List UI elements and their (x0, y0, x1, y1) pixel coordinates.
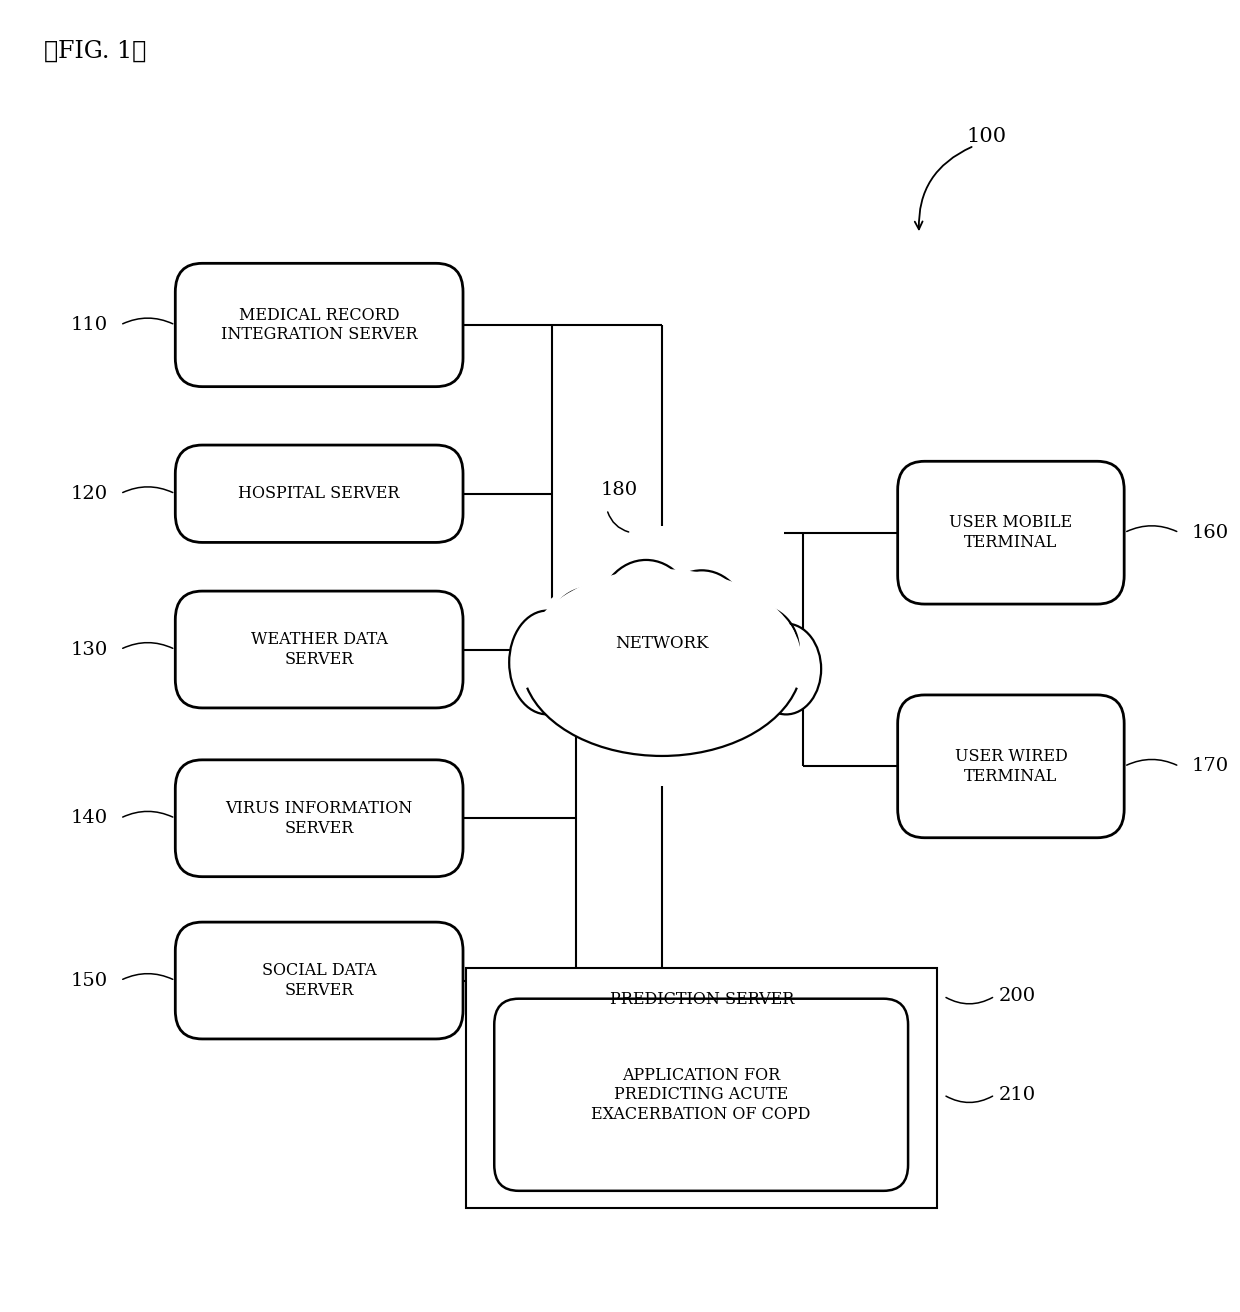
Ellipse shape (657, 571, 746, 669)
Ellipse shape (558, 656, 734, 747)
FancyBboxPatch shape (495, 998, 908, 1191)
Text: 120: 120 (71, 484, 108, 502)
Text: 200: 200 (998, 987, 1035, 1005)
Text: 140: 140 (71, 810, 108, 828)
Text: HOSPITAL SERVER: HOSPITAL SERVER (238, 485, 401, 502)
Ellipse shape (518, 565, 805, 747)
Bar (466, 967, 937, 1208)
FancyBboxPatch shape (175, 922, 463, 1039)
Text: 110: 110 (71, 316, 108, 335)
FancyBboxPatch shape (175, 445, 463, 542)
Text: 【FIG. 1】: 【FIG. 1】 (43, 39, 146, 63)
Text: 180: 180 (600, 480, 637, 499)
Text: VIRUS INFORMATION
SERVER: VIRUS INFORMATION SERVER (226, 800, 413, 837)
Text: NETWORK: NETWORK (615, 635, 709, 652)
Text: 150: 150 (71, 971, 108, 989)
Ellipse shape (546, 588, 635, 686)
Text: 210: 210 (998, 1086, 1035, 1103)
Text: MEDICAL RECORD
INTEGRATION SERVER: MEDICAL RECORD INTEGRATION SERVER (221, 307, 418, 344)
FancyBboxPatch shape (898, 695, 1125, 838)
Text: 100: 100 (966, 127, 1007, 146)
Text: PREDICTION SERVER: PREDICTION SERVER (610, 991, 794, 1008)
Text: 130: 130 (71, 640, 108, 659)
Ellipse shape (522, 569, 802, 756)
FancyBboxPatch shape (898, 462, 1125, 604)
Text: WEATHER DATA
SERVER: WEATHER DATA SERVER (250, 631, 388, 668)
Ellipse shape (599, 560, 694, 669)
Text: 170: 170 (1192, 757, 1229, 775)
Ellipse shape (751, 623, 821, 715)
FancyBboxPatch shape (175, 264, 463, 387)
Text: SOCIAL DATA
SERVER: SOCIAL DATA SERVER (262, 962, 377, 998)
Ellipse shape (510, 610, 585, 715)
Text: USER MOBILE
TERMINAL: USER MOBILE TERMINAL (950, 514, 1073, 551)
Text: APPLICATION FOR
PREDICTING ACUTE
EXACERBATION OF COPD: APPLICATION FOR PREDICTING ACUTE EXACERB… (591, 1067, 811, 1123)
Text: USER WIRED
TERMINAL: USER WIRED TERMINAL (955, 748, 1068, 785)
Ellipse shape (715, 605, 799, 694)
FancyBboxPatch shape (175, 592, 463, 708)
FancyBboxPatch shape (175, 760, 463, 876)
Text: 160: 160 (1192, 523, 1229, 542)
